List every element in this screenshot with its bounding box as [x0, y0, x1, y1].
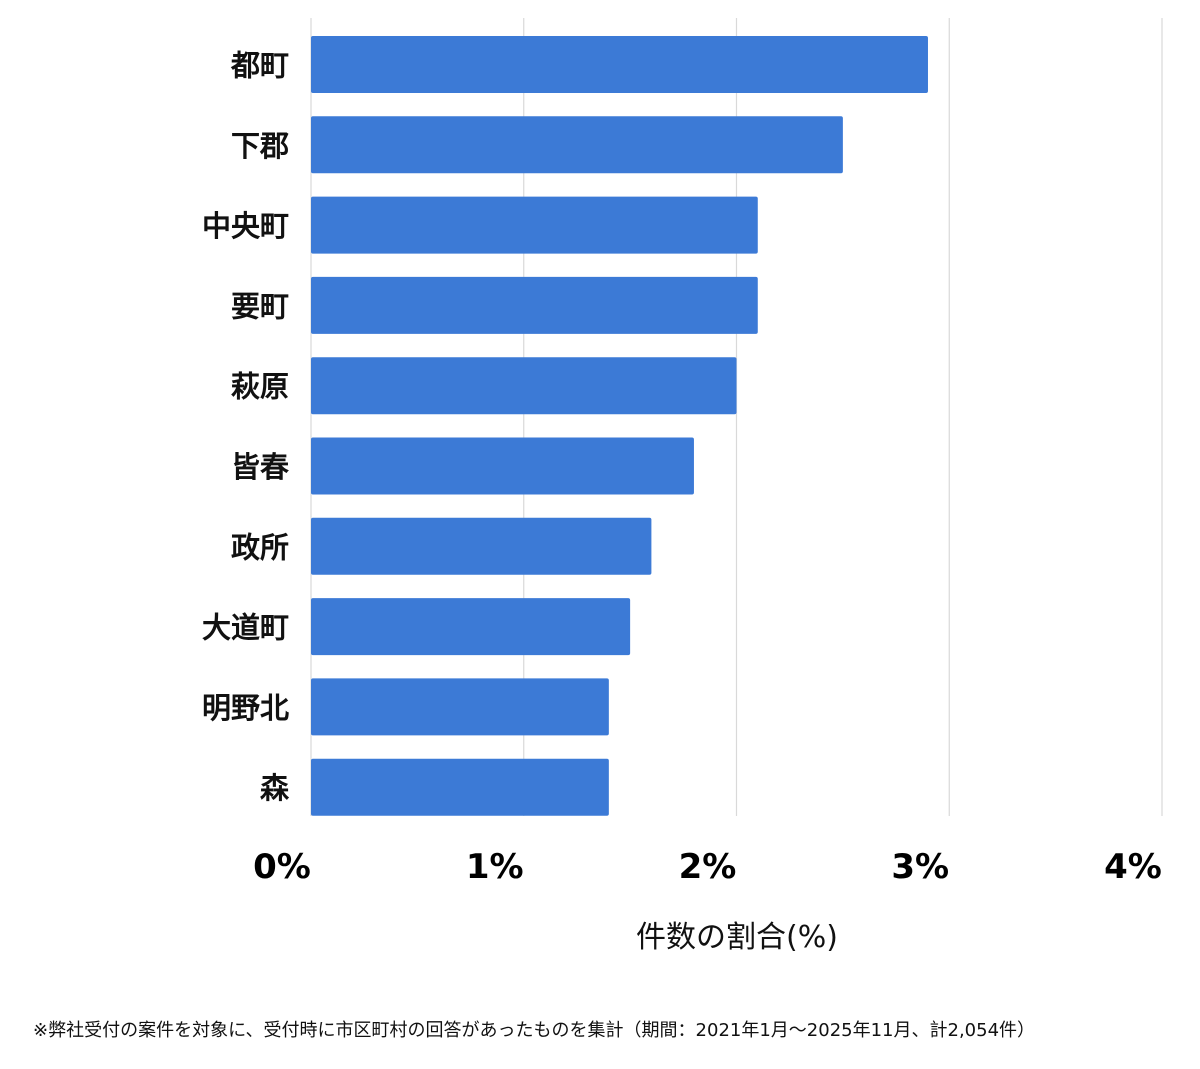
x-tick-label: 3% — [891, 847, 949, 887]
bar — [311, 116, 843, 174]
category-label: 下郡 — [231, 129, 289, 163]
bar — [311, 357, 737, 415]
bar — [311, 678, 609, 736]
bar — [311, 36, 928, 93]
bar — [311, 598, 631, 656]
category-label: 萩原 — [231, 370, 289, 404]
bar — [311, 437, 694, 495]
x-tick-labels: 0% 1% 2% 3% 4% — [253, 847, 1162, 887]
x-axis-title: 件数の割合(%) — [636, 920, 838, 955]
x-tick-label: 2% — [679, 847, 737, 887]
x-tick-label: 0% — [253, 847, 311, 887]
footnote: ※弊社受付の案件を対象に、受付時に市区町村の回答があったものを集計（期間：202… — [33, 1020, 1035, 1041]
x-tick-label: 4% — [1104, 847, 1162, 887]
category-label: 要町 — [231, 289, 289, 323]
category-label: 森 — [260, 771, 290, 805]
category-label: 中央町 — [202, 209, 289, 243]
x-tick-label: 1% — [466, 847, 524, 887]
bar — [311, 196, 758, 254]
category-label: 皆春 — [231, 450, 290, 484]
category-label: 都町 — [230, 49, 289, 83]
bar — [311, 758, 609, 816]
bar — [311, 517, 652, 575]
category-label: 政所 — [231, 530, 289, 564]
category-label: 明野北 — [202, 691, 289, 725]
category-label: 大道町 — [202, 611, 289, 645]
bar — [311, 276, 758, 334]
bars — [311, 36, 928, 816]
